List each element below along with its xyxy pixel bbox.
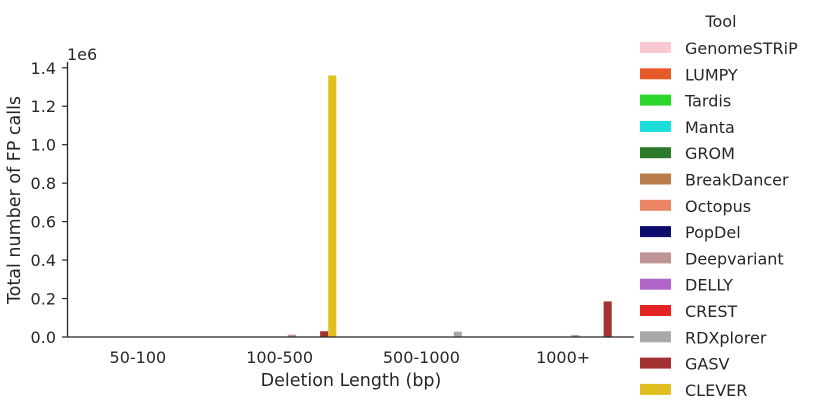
legend-label-breakdancer: BreakDancer [685,171,789,190]
y-tick-label: 1.0 [31,136,56,155]
y-tick-label: 0.8 [31,174,56,193]
x-tick-label: 500-1000 [383,348,460,367]
legend-title: Tool [704,12,736,31]
legend-swatch-gasv [640,357,671,369]
legend-swatch-deepvariant [640,252,671,264]
legend-label-gasv: GASV [685,355,730,374]
y-tick-label: 1.2 [31,97,56,116]
y-axis-ticks: 0.0 0.2 0.4 0.6 0.8 1.0 1.2 1.4 [31,59,67,347]
bars-group [287,75,612,338]
legend-label-rdxplorer: RDXplorer [685,328,767,347]
legend-label-genomestrip: GenomeSTRiP [685,39,798,58]
x-tick-label: 100-500 [246,348,313,367]
legend-swatch-rdxplorer [640,331,671,343]
y-offset-label: 1e6 [67,45,97,64]
legend-label-delly: DELLY [685,276,733,295]
legend-label-grom: GROM [685,144,735,163]
x-tick-label: 50-100 [110,348,167,367]
legend-swatch-manta [640,120,671,132]
legend-label-octopus: Octopus [685,197,751,216]
bar-gasv-1 [320,331,329,337]
legend-label-popdel: PopDel [685,223,741,242]
legend-label-lumpy: LUMPY [685,65,738,84]
y-axis-title: Total number of FP calls [5,96,25,305]
y-tick-label: 0.0 [31,328,56,347]
bar-deepvariant-1 [287,334,296,337]
legend: GenomeSTRiP LUMPY Tardis Manta GROM BreakDanc… [640,39,798,400]
legend-swatch-lumpy [640,68,671,80]
legend-label-clever: CLEVER [685,381,747,400]
legend-swatch-delly [640,278,671,290]
legend-swatch-octopus [640,199,671,211]
y-tick-label: 0.6 [31,213,56,232]
y-tick-label: 1.4 [31,59,56,78]
legend-swatch-genomestrip [640,42,671,53]
bar-clever-1 [328,75,337,338]
legend-swatch-breakdancer [640,173,671,185]
legend-swatch-grom [640,147,671,159]
legend-swatch-tardis [640,94,671,106]
x-tick-label: 1000+ [536,348,590,367]
legend-label-tardis: Tardis [684,92,731,111]
y-tick-label: 0.2 [31,290,56,309]
bar-gasv-3 [603,301,612,337]
x-axis-title: Deletion Length (bp) [261,371,442,391]
legend-label-deepvariant: Deepvariant [685,249,784,268]
legend-swatch-clever [640,383,671,395]
y-tick-label: 0.4 [31,251,56,270]
legend-label-crest: CREST [685,302,738,321]
bar-rdxplorer-2 [453,331,462,337]
legend-swatch-crest [640,305,671,316]
legend-label-manta: Manta [685,118,735,137]
x-axis-ticks: 50-100 100-500 500-1000 1000+ [110,348,591,367]
legend-swatch-popdel [640,226,671,238]
bar-deepvariant-3 [571,335,580,337]
